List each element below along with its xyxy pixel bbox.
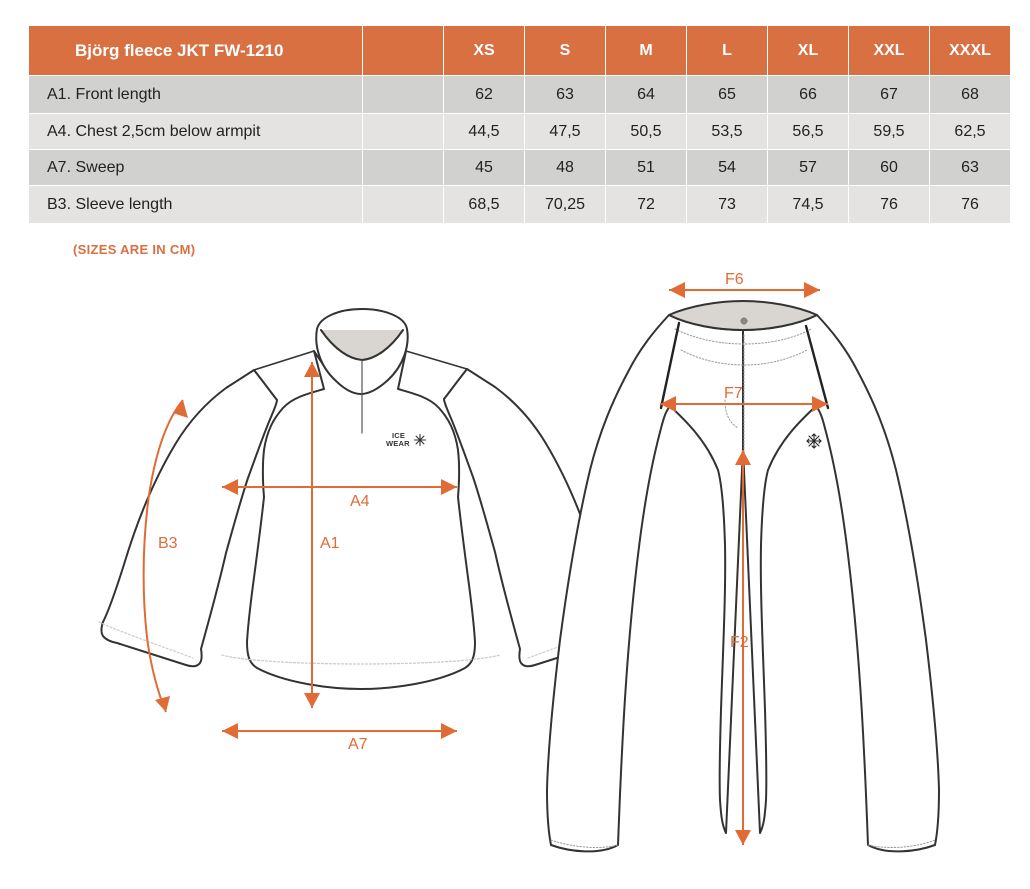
svg-text:A1: A1 bbox=[320, 535, 340, 552]
svg-text:A4: A4 bbox=[350, 493, 370, 510]
svg-text:F6: F6 bbox=[725, 271, 744, 288]
svg-text:F7: F7 bbox=[724, 385, 743, 402]
svg-text:A7: A7 bbox=[348, 736, 368, 753]
svg-text:F2: F2 bbox=[730, 634, 749, 651]
svg-text:B3: B3 bbox=[158, 535, 178, 552]
svg-text:WEAR: WEAR bbox=[386, 439, 410, 448]
